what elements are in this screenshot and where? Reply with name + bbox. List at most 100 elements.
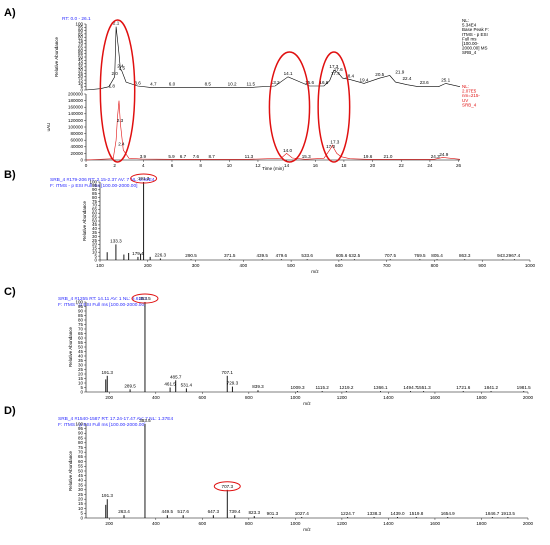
ms-peak-label: 19.4 [360, 77, 369, 82]
spectrum-d-y-tick-label: 20 [78, 497, 84, 502]
spectrum-b-y-tick-label: 50 [92, 218, 98, 223]
spectrum-b-peak-label: 191.3 [138, 176, 150, 181]
spectrum-d-peak-label: 901.3 [267, 511, 279, 516]
uv-y-tick-label: 160000 [68, 105, 84, 110]
ms-legend-line: 2000.00] MS [462, 46, 488, 51]
spectrum-b-y-axis-label: Relative Abundance [82, 200, 87, 241]
spectrum-c-peak-label: 353.5 [139, 296, 151, 301]
ms-y-tick-label: 95 [78, 25, 84, 30]
spectrum-d-peak-label: 263.4 [118, 509, 130, 514]
spectrum-b-y-tick-label: 20 [92, 242, 98, 247]
spectrum-c-peak-label: 485.7 [170, 374, 182, 379]
spectrum-d-y-tick-label: 60 [78, 459, 84, 464]
spectrum-b-peak-label: 943.2 [497, 253, 509, 258]
spectrum-b-x-tick-label: 700 [383, 263, 391, 268]
time-tick-label: 24 [427, 163, 433, 168]
spectrum-d-peak-label: 1913.5 [501, 511, 515, 516]
spectrum-d-x-tick-label: 200 [105, 521, 113, 526]
spectrum-c-peak-label: 1219.2 [339, 385, 353, 390]
spectrum-d-peak-label: 191.3 [101, 493, 113, 498]
spectrum-d-peak-label: 739.4 [229, 509, 241, 514]
spectrum-b-peak-label: 133.3 [110, 238, 122, 243]
spectrum-d-peak-label: 647.3 [208, 509, 220, 514]
spectrum-c-peak-label: 729.3 [227, 381, 239, 386]
spectrum-b-x-tick-label: 200 [144, 263, 152, 268]
ms-y-tick-label: 40 [78, 61, 84, 66]
ms-y-tick-label: 20 [78, 74, 84, 79]
spectrum-d-x-tick-label: 1800 [476, 521, 487, 526]
uv-peak-label: 14.0 [283, 148, 292, 153]
spectrum-b-y-tick-label: 60 [92, 211, 98, 216]
ms-peak-label: 8.5 [205, 81, 212, 86]
peak-highlight-ellipse [268, 51, 311, 163]
spectrum-b-peak-label: 707.5 [385, 253, 397, 258]
ms-peak-label: 2.5 [119, 66, 126, 71]
spectrum-b-peak-label: 533.6 [301, 253, 313, 258]
spectrum-d-y-tick-label: 15 [78, 501, 84, 506]
spectrum-d-y-tick-label: 35 [78, 482, 84, 487]
ms-y-tick-label: 25 [78, 71, 84, 76]
spectrum-c-x-tick-label: 2000 [523, 395, 534, 400]
panel-label-b: B) [4, 169, 16, 181]
ms-peak-label: 2.4 [117, 64, 124, 69]
spectrum-c-peak-label: 1115.2 [315, 385, 329, 390]
uv-peak-label: 17.0 [326, 144, 335, 149]
spectrum-d-y-tick-label: 30 [78, 487, 84, 492]
spectrum-c-y-tick-label: 70 [78, 326, 84, 331]
uv-peak-label: 3.9 [140, 154, 147, 159]
spectrum-b-x-tick-label: 300 [192, 263, 200, 268]
spectrum-b-peak-label: 805.4 [431, 253, 443, 258]
spectrum-b-peak-label: 179.4 [132, 251, 144, 256]
spectrum-d-y-tick-label: 55 [78, 464, 84, 469]
spectrum-c-y-tick-label: 80 [78, 317, 84, 322]
ms-peak-label: 16.6 [319, 80, 328, 85]
spectrum-c-y-tick-label: 95 [78, 304, 84, 309]
spectrum-d-y-tick-label: 45 [78, 473, 84, 478]
spectrum-c-y-tick-label: 30 [78, 362, 84, 367]
spectrum-d-peak-label: 1519.8 [409, 511, 423, 516]
spectrum-b-peak-label: 967.4 [509, 253, 521, 258]
spectrum-d-y-tick-label: 95 [78, 426, 84, 431]
spectrum-c-y-tick-label: 85 [78, 313, 84, 318]
spectrum-c-y-tick-label: 50 [78, 344, 84, 349]
spectrum-c-peak-label: 531.4 [181, 382, 193, 387]
spectrum-c-y-tick-label: 100 [75, 299, 83, 304]
time-tick-label: 16 [313, 163, 319, 168]
spectrum-b-y-tick-label: 70 [92, 203, 98, 208]
spectrum-c-y-tick-label: 0 [80, 389, 83, 394]
ms-y-tick-label: 0 [80, 87, 83, 92]
ms-peak-label: 20.5 [375, 72, 384, 77]
spectrum-c-header-filter: F: ITMS - p ESI Full ms [100.00-2000.00] [58, 302, 145, 308]
ms-peak-label: 2.0 [111, 71, 118, 76]
spectrum-d-peak-label: 1338.3 [367, 511, 381, 516]
spectrum-d-peak-label: 1654.9 [441, 511, 455, 516]
uv-peak-label: 2.3 [117, 118, 124, 123]
ms-legend-line: SRB_4 [462, 50, 477, 55]
uv-y-tick-label: 40000 [70, 144, 83, 149]
spectrum-c-x-tick-label: 400 [152, 395, 160, 400]
uv-peak-label: 6.7 [180, 154, 187, 159]
ms-y-tick-label: 70 [78, 41, 84, 46]
ms-y-tick-label: 45 [78, 58, 84, 63]
ms-peak-label: 3.6 [134, 81, 141, 86]
spectrum-d-x-axis-label: m/z [303, 527, 311, 532]
ms-peak-label: 18.4 [345, 73, 354, 78]
spectrum-d-y-tick-label: 40 [78, 478, 84, 483]
ms-y-tick-label: 80 [78, 35, 84, 40]
ms-trace [85, 26, 461, 91]
spectrum-d-peak-label: 707.3 [222, 484, 234, 489]
spectrum-d-y-tick-label: 100 [75, 421, 83, 426]
ms-y-tick-label: 15 [78, 78, 84, 83]
spectrum-c-peak-label: 1551.3 [417, 385, 431, 390]
spectrum-d-y-tick-label: 80 [78, 440, 84, 445]
uv-legend-line: SRB_4 [462, 102, 477, 107]
time-tick-label: 2 [113, 163, 116, 168]
spectrum-c-x-tick-label: 1600 [430, 395, 441, 400]
spectrum-d-y-tick-label: 50 [78, 468, 84, 473]
ms-y-tick-label: 100 [75, 21, 83, 26]
ms-y-tick-label: 60 [78, 48, 84, 53]
spectrum-b-x-tick-label: 900 [478, 263, 486, 268]
ms-legend-line: ITMS - p ESI [462, 32, 488, 37]
spectrum-b-x-tick-label: 400 [239, 263, 247, 268]
